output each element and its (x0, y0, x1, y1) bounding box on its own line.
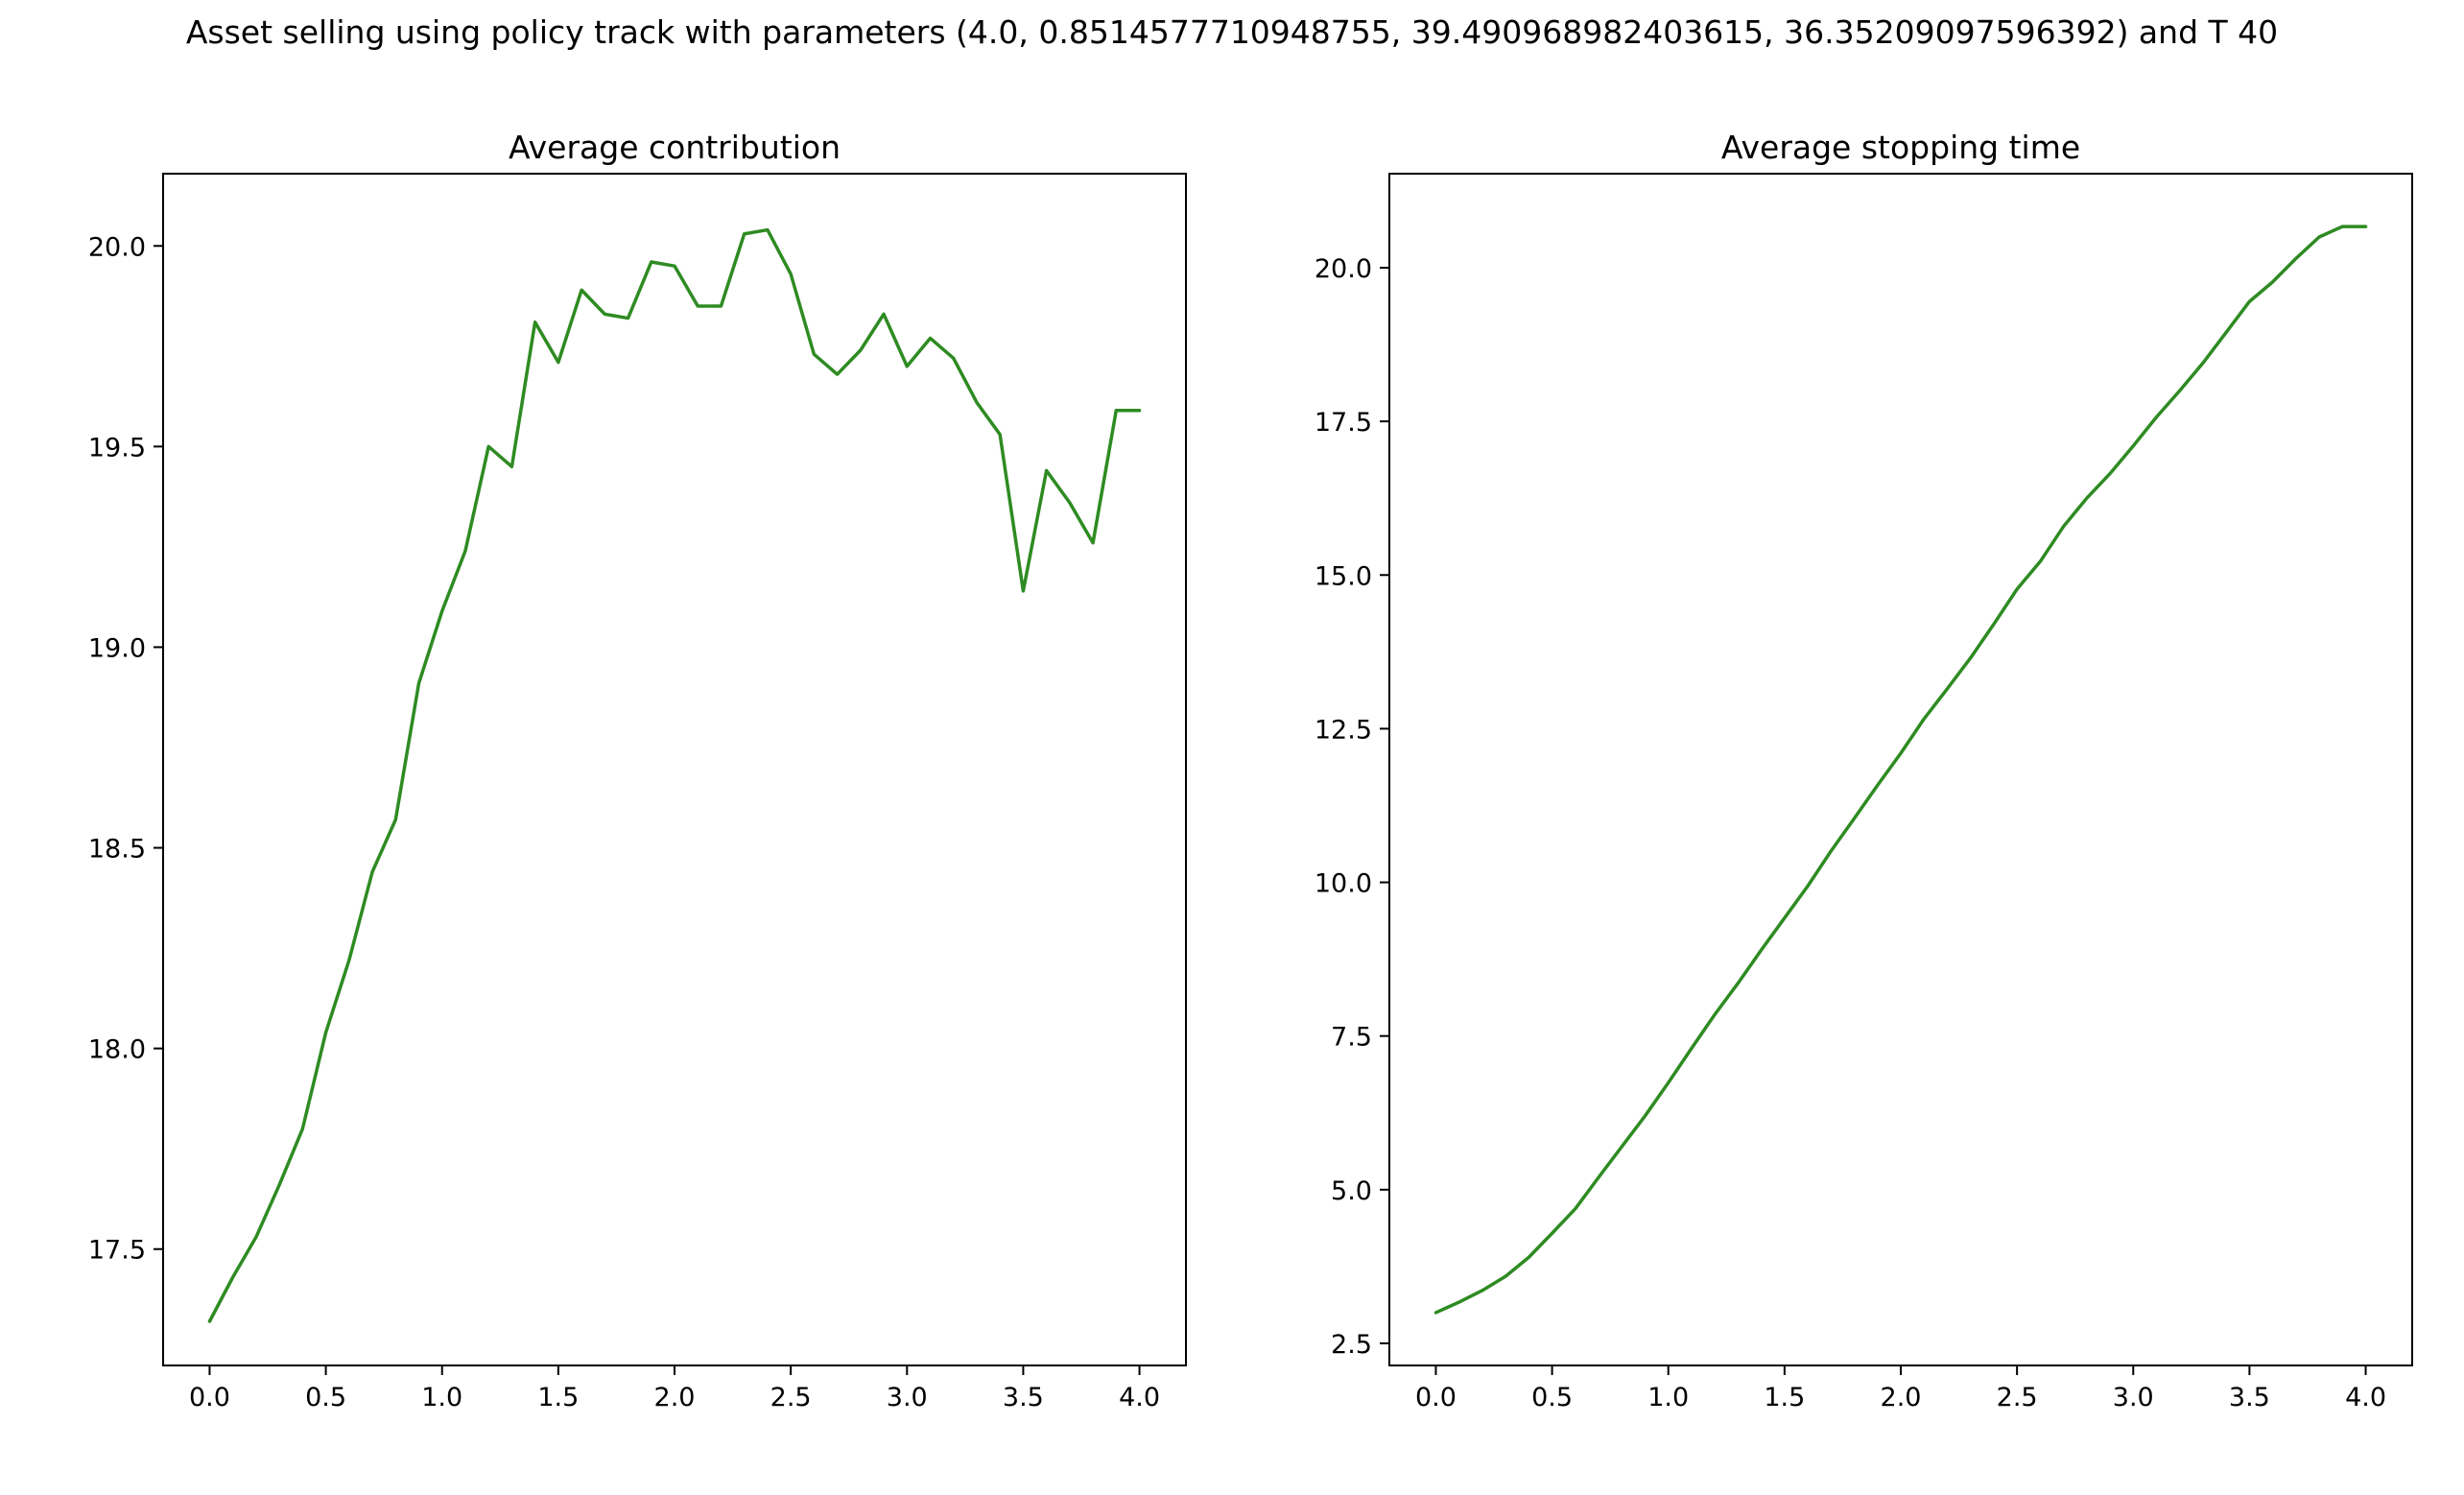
y-tick-label: 15.0 (1315, 561, 1372, 591)
x-tick-label: 2.5 (770, 1383, 812, 1412)
x-tick-label: 0.0 (189, 1383, 230, 1412)
y-tick-label: 10.0 (1315, 869, 1372, 899)
panel-average-contribution: Average contribution 0.0 0.5 1.0 1.5 2.0 2.5 3.… (88, 129, 1187, 1412)
y-tick-label: 17.5 (1315, 408, 1372, 438)
y-tick-label: 7.5 (1331, 1023, 1372, 1053)
x-tick-label: 2.0 (654, 1383, 696, 1412)
y-tick-label: 12.5 (1315, 715, 1372, 745)
axes-title-average-contribution: Average contribution (509, 129, 841, 166)
x-tick-label: 2.0 (1881, 1383, 1922, 1412)
y-tick-label: 2.5 (1331, 1330, 1372, 1360)
y-tick-label: 19.0 (88, 633, 146, 663)
x-tick-label: 1.0 (1647, 1383, 1689, 1412)
x-tick-label: 1.0 (421, 1383, 462, 1412)
y-tick-label: 19.5 (88, 433, 146, 463)
x-tick-label: 0.5 (1531, 1383, 1573, 1412)
y-tick-label: 17.5 (88, 1236, 146, 1266)
x-tick-label: 1.5 (1764, 1383, 1805, 1412)
figure-title: Asset selling using policy track with pa… (186, 13, 2278, 51)
x-tick-label: 0.5 (305, 1383, 346, 1412)
y-tick-label: 5.0 (1331, 1176, 1372, 1206)
series-line-average-stopping-time (1433, 225, 2368, 1315)
x-tick-label: 0.0 (1415, 1383, 1457, 1412)
x-tick-label: 3.0 (887, 1383, 928, 1412)
y-tick-label: 20.0 (88, 232, 146, 262)
x-tick-label: 1.5 (537, 1383, 579, 1412)
y-tick-label: 18.5 (88, 835, 146, 865)
axes-title-average-stopping-time: Average stopping time (1721, 129, 2080, 166)
series-line-average-contribution (207, 227, 1142, 1323)
y-tick-label: 20.0 (1315, 254, 1372, 284)
x-tick-label: 2.5 (1997, 1383, 2038, 1412)
x-tick-label: 3.5 (1003, 1383, 1044, 1412)
x-tick-label: 3.0 (2113, 1383, 2154, 1412)
x-tick-label: 4.0 (1119, 1383, 1160, 1412)
x-tick-label: 3.5 (2229, 1383, 2270, 1412)
x-tick-label: 4.0 (2345, 1383, 2386, 1412)
panel-average-stopping-time: Average stopping time 0.0 0.5 1.0 1.5 2.0 2.5 3… (1315, 129, 2413, 1412)
y-tick-label: 18.0 (88, 1035, 146, 1065)
